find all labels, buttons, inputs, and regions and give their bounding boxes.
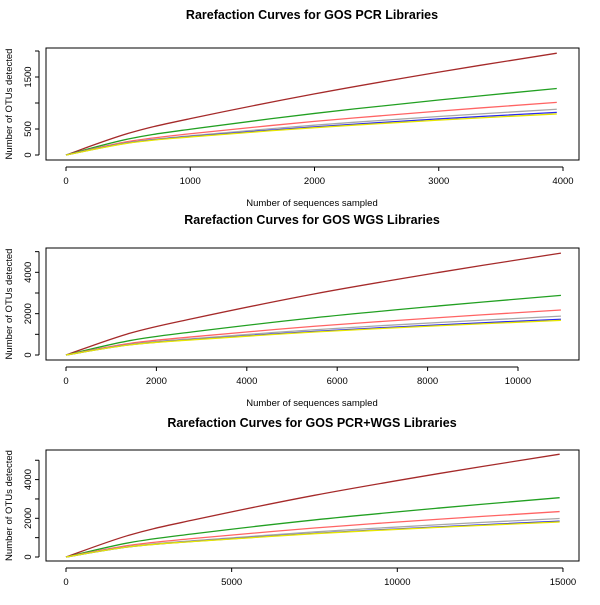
- series-line-brown: [65, 453, 560, 558]
- x-tick-label: 6000: [327, 376, 348, 387]
- y-tick-label: 1500: [23, 66, 34, 87]
- y-axis-label: Number of OTUs detected: [4, 49, 15, 160]
- series-line-green: [65, 497, 560, 558]
- y-tick-label: 2000: [23, 508, 34, 529]
- y-tick-label: 0: [23, 152, 34, 157]
- chart-title: Rarefaction Curves for GOS PCR+WGS Libra…: [167, 416, 456, 430]
- series-line-brown: [65, 252, 562, 356]
- x-axis-label: Number of sequences sampled: [246, 398, 378, 409]
- plot-frame: [45, 47, 580, 161]
- series-line-red: [65, 101, 557, 156]
- series-line-green: [65, 87, 557, 156]
- panel-2: Rarefaction Curves for GOS WGS Libraries…: [4, 213, 580, 409]
- x-tick-label: 0: [63, 376, 68, 387]
- x-tick-label: 5000: [221, 577, 242, 588]
- y-tick-label: 0: [23, 352, 34, 357]
- series-line-yellow: [65, 521, 560, 558]
- y-axis-label: Number of OTUs detected: [4, 249, 15, 360]
- panel-3: Rarefaction Curves for GOS PCR+WGS Libra…: [4, 416, 580, 605]
- x-tick-label: 2000: [146, 376, 167, 387]
- series-line-blue: [65, 520, 560, 558]
- x-tick-label: 0: [63, 176, 68, 187]
- x-axis-label: Number of sequences sampled: [246, 198, 378, 209]
- chart-title: Rarefaction Curves for GOS WGS Libraries: [184, 213, 440, 227]
- y-tick-label: 0: [23, 554, 34, 559]
- plot-frame: [45, 449, 580, 562]
- panel-1: Rarefaction Curves for GOS PCR Libraries…: [4, 8, 580, 209]
- y-tick-label: 4000: [23, 262, 34, 283]
- x-tick-label: 8000: [417, 376, 438, 387]
- y-tick-label: 4000: [23, 469, 34, 490]
- x-tick-label: 10000: [505, 376, 531, 387]
- series-line-green: [65, 294, 561, 356]
- x-tick-label: 2000: [304, 176, 325, 187]
- x-tick-label: 4000: [236, 376, 257, 387]
- x-tick-label: 10000: [384, 577, 410, 588]
- x-tick-label: 4000: [552, 176, 573, 187]
- series-line-red: [65, 510, 560, 558]
- x-tick-label: 1000: [180, 176, 201, 187]
- chart-title: Rarefaction Curves for GOS PCR Libraries: [186, 8, 438, 22]
- y-tick-label: 500: [23, 121, 34, 137]
- series-line-brown: [65, 52, 557, 156]
- series-line-blue: [65, 111, 557, 156]
- x-tick-label: 0: [63, 577, 68, 588]
- series-line-yellow: [65, 113, 557, 156]
- series-line-red: [65, 309, 561, 356]
- x-tick-label: 15000: [550, 577, 576, 588]
- y-tick-label: 2000: [23, 303, 34, 324]
- y-axis-label: Number of OTUs detected: [4, 450, 15, 561]
- x-tick-label: 3000: [428, 176, 449, 187]
- series-line-yellow: [65, 319, 561, 356]
- plot-frame: [45, 247, 580, 361]
- series-line-blue: [65, 318, 561, 356]
